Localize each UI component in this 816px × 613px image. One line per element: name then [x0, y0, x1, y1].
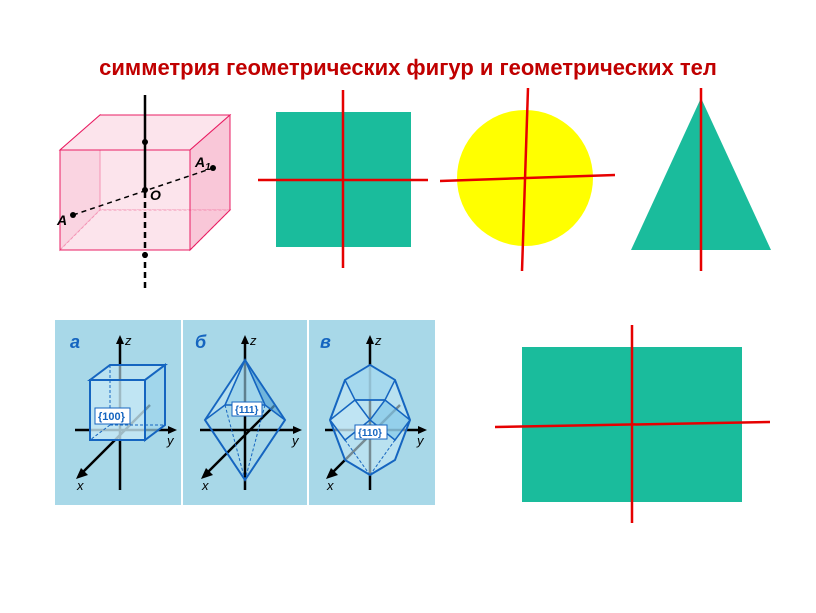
- panel-label-b: б: [195, 332, 207, 352]
- page-title: симметрия геометрических фигур и геометр…: [0, 55, 816, 81]
- rectangle-figure: [495, 325, 770, 525]
- triangle-figure: [618, 88, 788, 273]
- svg-text:x: x: [326, 478, 334, 493]
- panel-label-v: в: [320, 332, 331, 352]
- axis-x: x: [76, 478, 84, 493]
- svg-text:z: z: [249, 333, 257, 348]
- miller-100: {100}: [98, 411, 126, 423]
- axis-z: z: [124, 333, 132, 348]
- miller-110: {110}: [358, 428, 382, 439]
- circle-figure: [440, 88, 615, 273]
- label-O: О: [150, 187, 161, 203]
- svg-text:z: z: [374, 333, 382, 348]
- panel-label-a: а: [70, 332, 80, 352]
- crystals-panel: а z y x {100} б z y x: [55, 320, 435, 505]
- miller-111: {111}: [235, 405, 258, 416]
- label-A: А: [56, 212, 67, 228]
- cube-figure: А А1 О: [45, 95, 245, 305]
- square-figure: [258, 90, 428, 270]
- svg-text:x: x: [201, 478, 209, 493]
